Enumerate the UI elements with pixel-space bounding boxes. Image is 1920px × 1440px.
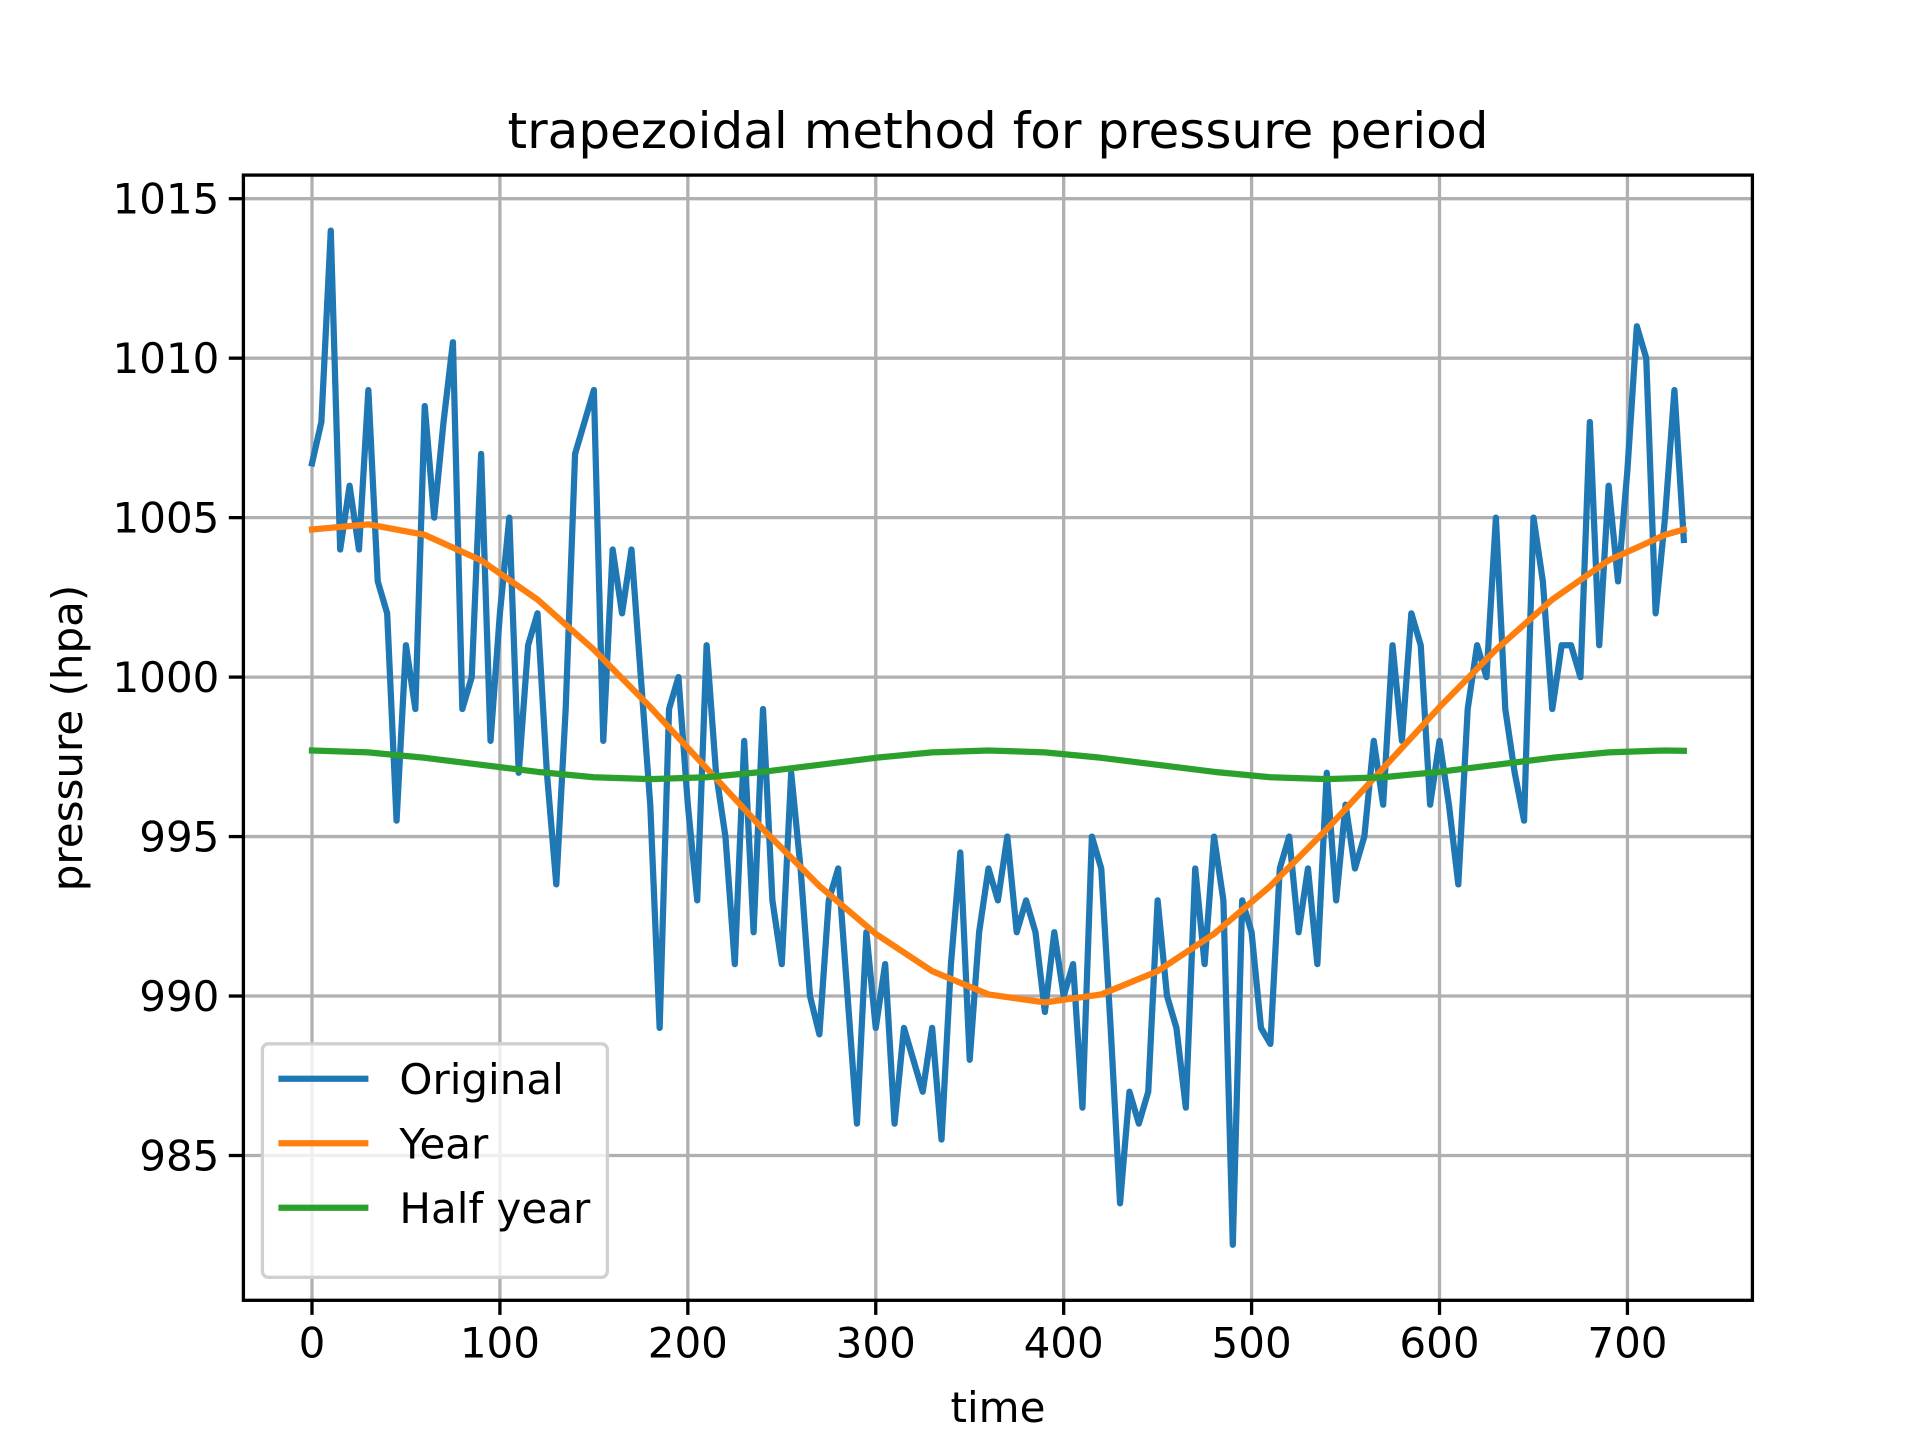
line-series [308, 747, 1687, 783]
y-tick-label: 1015 [113, 175, 220, 224]
y-axis-label: pressure (hpa) [43, 585, 92, 892]
x-tick-label: 100 [460, 1318, 540, 1367]
legend-label: Half year [399, 1184, 591, 1233]
legend: Original Year Half year [260, 1042, 610, 1279]
legend-label: Original [399, 1055, 563, 1104]
y-tick-label: 985 [139, 1132, 219, 1181]
y-tick-label: 1010 [113, 334, 220, 383]
x-tick-label: 600 [1399, 1318, 1479, 1367]
y-tick-label: 990 [139, 972, 219, 1021]
x-tick-label: 0 [299, 1318, 326, 1367]
legend-box [260, 1042, 610, 1279]
x-tick-label: 200 [648, 1318, 728, 1367]
y-tick-label: 995 [139, 813, 219, 862]
x-tick-label: 700 [1587, 1318, 1667, 1367]
x-tick-label: 500 [1212, 1318, 1292, 1367]
legend-label: Year [398, 1119, 489, 1168]
x-tick-label: 300 [836, 1318, 916, 1367]
y-tick-label: 1000 [113, 653, 220, 702]
line-series [308, 521, 1688, 1006]
axes-frame [241, 173, 1755, 1302]
y-tick-label: 1005 [113, 494, 220, 543]
x-axis-label: time [951, 1383, 1046, 1432]
x-tick-label: 400 [1024, 1318, 1104, 1367]
line-series [308, 227, 1688, 1248]
chart-title: trapezoidal method for pressure period [508, 102, 1489, 160]
